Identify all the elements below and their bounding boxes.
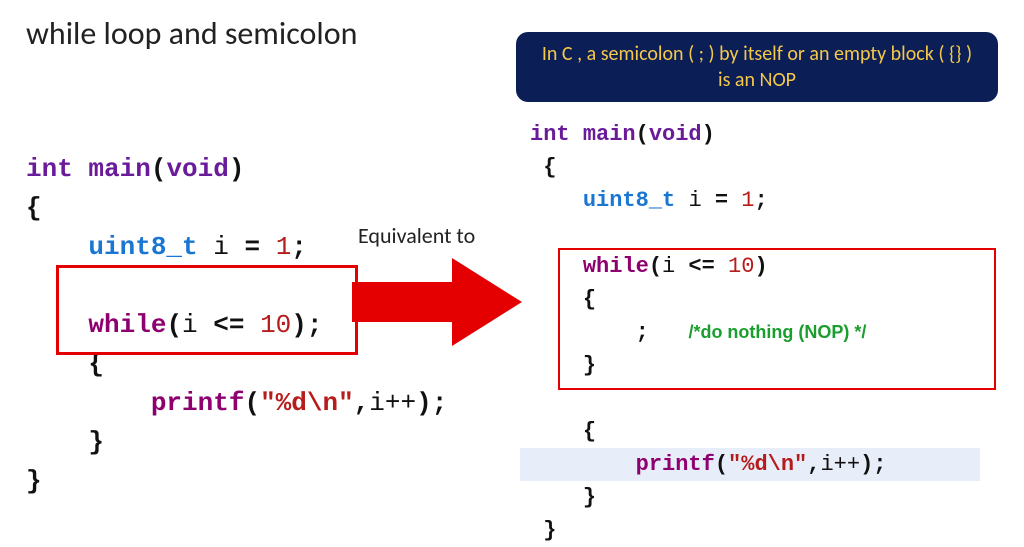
brace-close: }	[583, 485, 596, 510]
lit-1: 1	[741, 188, 754, 213]
type-uint8: uint8_t	[583, 188, 675, 213]
arg-ipp: i++	[369, 388, 416, 418]
kw-int: int	[530, 122, 570, 147]
nop-callout: In C , a semicolon ( ; ) by itself or an…	[516, 32, 998, 102]
var-i: i	[688, 188, 701, 213]
lit-1: 1	[276, 232, 292, 262]
close-paren-semi: );	[860, 452, 886, 477]
paren-open: (	[715, 452, 728, 477]
brace-open: {	[583, 419, 596, 444]
brace-open: {	[26, 193, 42, 223]
slide-title: while loop and semicolon	[26, 14, 357, 53]
brace-close: }	[543, 518, 556, 543]
str-fmt: "%d\n"	[728, 452, 807, 477]
fn-main: main	[88, 154, 150, 184]
paren-close: )	[702, 122, 715, 147]
comma: ,	[354, 388, 370, 418]
equivalent-label: Equivalent to	[358, 222, 475, 249]
eq: =	[715, 188, 728, 213]
highlighted-line: printf("%d\n",i++);	[520, 448, 980, 481]
eq: =	[244, 232, 260, 262]
comma: ,	[807, 452, 820, 477]
fn-printf: printf	[151, 388, 245, 418]
paren-open: (	[151, 154, 167, 184]
var-i: i	[213, 232, 229, 262]
paren-open: (	[636, 122, 649, 147]
paren-open: (	[244, 388, 260, 418]
semi: ;	[291, 232, 307, 262]
arg-ipp: i++	[820, 452, 860, 477]
close-paren-semi: );	[416, 388, 447, 418]
brace-open: {	[543, 155, 556, 180]
brace-close: }	[26, 466, 42, 496]
kw-void: void	[649, 122, 702, 147]
kw-int: int	[26, 154, 73, 184]
highlight-box-right	[558, 248, 996, 390]
highlight-box-left	[56, 265, 358, 355]
brace-close: }	[88, 427, 104, 457]
type-uint8: uint8_t	[88, 232, 197, 262]
fn-printf: printf	[636, 452, 715, 477]
kw-void: void	[166, 154, 228, 184]
str-fmt: "%d\n"	[260, 388, 354, 418]
arrow-right-icon	[352, 258, 522, 346]
fn-main: main	[583, 122, 636, 147]
semi: ;	[754, 188, 767, 213]
paren-close: )	[229, 154, 245, 184]
